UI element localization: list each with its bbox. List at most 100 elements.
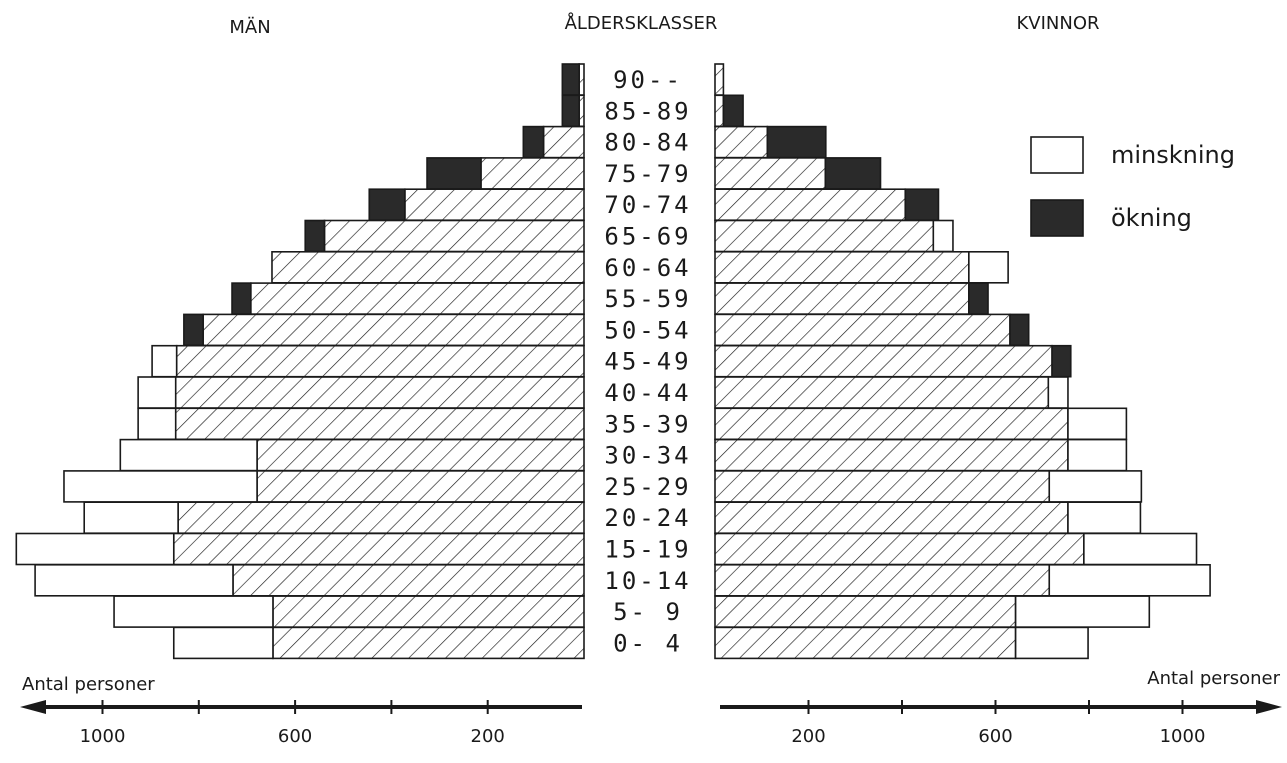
legend-label: ökning [1111,204,1192,232]
bar-men-increase [231,282,252,315]
bar-women-base [714,532,1085,566]
legend-label: minskning [1111,141,1235,169]
age-label: 35-39 [604,410,691,438]
bar-women-base [714,251,970,284]
bar-men-decrease [83,501,179,535]
bar-men-base [542,125,585,159]
age-label: 45-49 [604,348,691,376]
axes: 200 200 600 600 1000 1000 [20,700,1282,747]
bar-women-increase [968,282,989,315]
bar-men-decrease [137,376,177,409]
bar-men-decrease [113,595,274,628]
bar-women-base [714,157,827,190]
bar-women-base [714,125,769,159]
bar-women-base [714,501,1069,535]
bar-men-base [323,219,585,253]
bar-men-base [272,595,585,628]
bar-men-base [177,501,585,535]
tick-label-women: 1000 [1160,726,1206,747]
bar-men-base [250,282,585,315]
bar-women-increase [824,157,882,190]
age-label: 20-24 [604,504,691,532]
age-label: 60-64 [604,254,691,282]
bar-women-decrease [1048,563,1211,597]
bar-men-decrease [119,438,258,472]
bars-men [15,63,585,660]
axis-label-right: Antal personer [1147,668,1280,689]
tick-label-women: 200 [791,726,825,747]
legend: minskning ökning [1030,136,1235,237]
legend-swatch-white [1030,136,1084,174]
age-label: 5- 9 [613,598,683,626]
tick-label-women: 600 [978,726,1012,747]
bar-men-base [480,157,585,190]
age-label: 55-59 [604,285,691,313]
tick-label-men: 200 [471,726,505,747]
age-label: 50-54 [604,316,691,344]
bar-women-base [714,438,1069,472]
legend-swatch-black [1030,199,1084,237]
tick-label-men: 600 [278,726,312,747]
bar-men-base [202,313,585,347]
bar-women-decrease [1014,595,1151,628]
bar-men-base [172,532,585,566]
tick-label-men: 1000 [80,726,126,747]
age-label: 70-74 [604,191,691,219]
bar-men-base [174,376,585,409]
bar-women-base [714,188,907,221]
bar-men-base [174,407,585,441]
bar-men-decrease [34,563,234,597]
bar-women-base [714,595,1017,628]
age-label: 85-89 [604,97,691,125]
bar-women-base [714,344,1053,378]
bar-women-decrease [1067,407,1128,441]
header-men: MÄN [229,17,270,38]
bar-men-base [271,251,585,284]
age-label: 30-34 [604,442,691,470]
bar-women-decrease [968,251,1009,284]
bar-women-increase [1051,344,1072,378]
bar-men-increase [561,63,580,96]
age-label: 0- 4 [613,629,683,657]
bar-women-base [714,313,1011,347]
bar-men-base [272,626,585,660]
header-age-classes: ÅLDERSKLASSER [565,12,718,34]
age-label: 15-19 [604,536,691,564]
bar-men-increase [368,188,406,221]
bar-women-base [714,626,1017,660]
bar-women-base [714,470,1051,503]
axis-label-left: Antal personer [22,674,155,695]
bar-men-base [256,470,585,503]
age-label: 75-79 [604,160,691,188]
bar-men-base [256,438,585,472]
bar-women-base [714,94,725,128]
bar-women-base [714,563,1051,597]
bar-women-base [714,219,935,253]
bars-women [714,63,1211,660]
age-label: 25-29 [604,473,691,501]
bar-women-increase [1009,313,1030,347]
bar-men-decrease [15,532,175,566]
bar-men-increase [522,125,545,159]
bar-men-base [232,563,585,597]
bar-women-decrease [1047,376,1069,409]
bar-women-base [714,63,725,96]
bar-men-increase [561,94,580,128]
bar-men-decrease [151,344,178,378]
bar-women-decrease [932,219,954,253]
age-label: 65-69 [604,223,691,251]
bar-men-base [175,344,585,378]
bar-women-base [714,282,970,315]
bar-men-decrease [63,470,258,503]
age-label: 80-84 [604,129,691,157]
bar-women-increase [904,188,940,221]
bar-women-base [714,407,1069,441]
axis-arrow-women [1256,700,1282,714]
age-label: 10-14 [604,567,691,595]
bar-women-decrease [1067,501,1142,535]
bar-men-decrease [137,407,177,441]
bar-men-base [404,188,585,221]
age-labels: 90-- 85-89 80-84 75-79 70-74 65-69 60-64 55-59 5… [604,66,691,657]
